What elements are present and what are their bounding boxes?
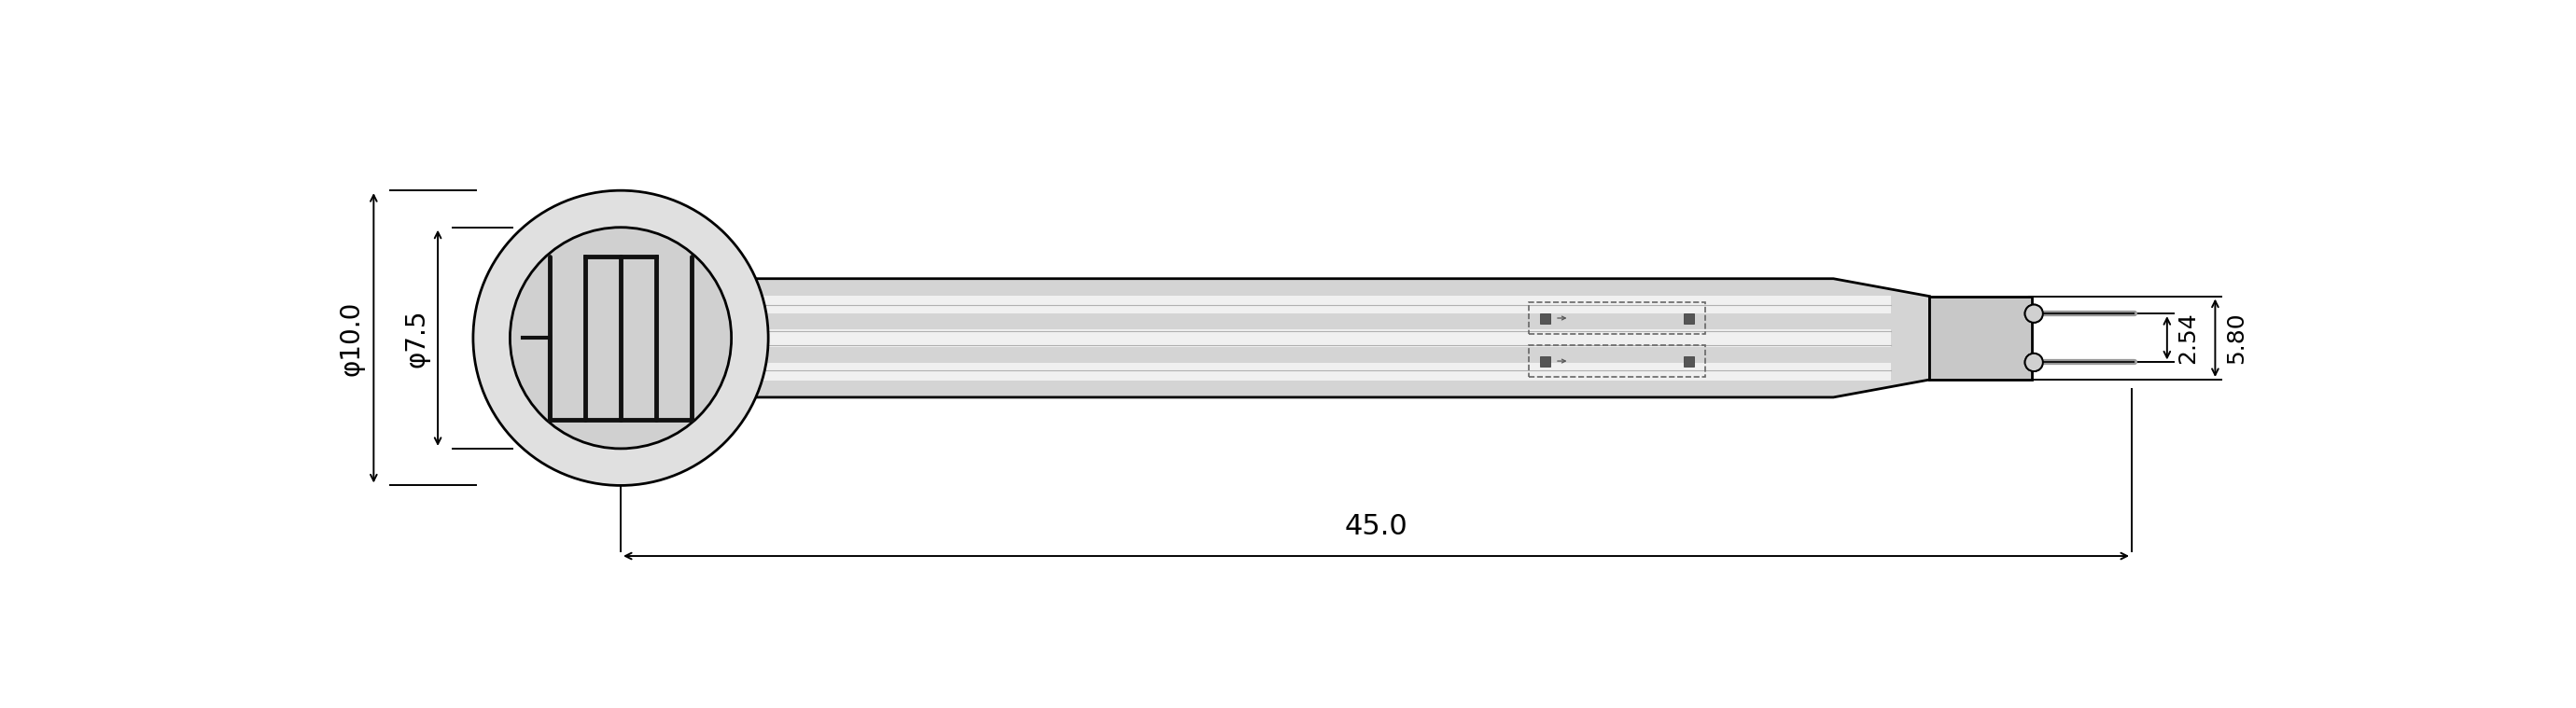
Text: 2.54: 2.54 (2177, 312, 2200, 364)
Polygon shape (639, 295, 1891, 313)
Polygon shape (1540, 356, 1551, 366)
Circle shape (2025, 353, 2043, 371)
Circle shape (2025, 304, 2043, 323)
Text: φ10.0: φ10.0 (337, 300, 363, 375)
Polygon shape (639, 329, 1891, 347)
Polygon shape (1685, 356, 1695, 366)
Circle shape (2025, 304, 2043, 323)
Polygon shape (639, 362, 1891, 380)
Polygon shape (1685, 313, 1695, 324)
Polygon shape (621, 279, 1929, 397)
Text: φ7.5: φ7.5 (404, 309, 430, 367)
Text: 5.80: 5.80 (2226, 312, 2246, 364)
Circle shape (474, 190, 768, 486)
Polygon shape (1540, 313, 1551, 324)
Text: 45.0: 45.0 (1345, 513, 1409, 540)
Polygon shape (1929, 296, 2032, 379)
Circle shape (2025, 353, 2043, 371)
Circle shape (510, 227, 732, 449)
